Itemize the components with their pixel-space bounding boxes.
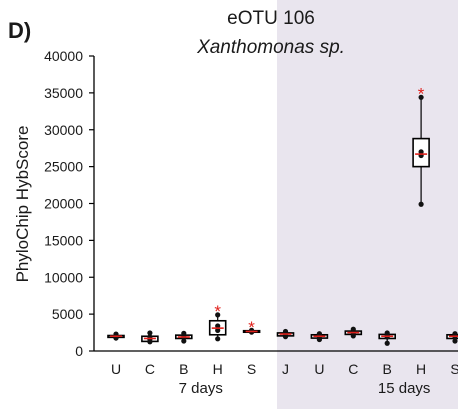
data-point bbox=[452, 338, 457, 343]
y-tick-label: 10000 bbox=[44, 269, 83, 285]
x-tick-label: B bbox=[383, 361, 392, 377]
y-axis-label: PhyloChip HybScore bbox=[13, 126, 32, 283]
data-point bbox=[385, 341, 390, 346]
group-label: 15 days bbox=[378, 380, 431, 397]
x-tick-label: U bbox=[314, 361, 324, 377]
y-tick-label: 20000 bbox=[44, 196, 83, 212]
group-label: 7 days bbox=[179, 380, 223, 397]
chart-title: eOTU 106 bbox=[227, 8, 315, 29]
x-tick-label: C bbox=[145, 361, 155, 377]
significance-star: * bbox=[248, 318, 255, 337]
box-7-days-C bbox=[142, 330, 158, 344]
significance-star: * bbox=[418, 85, 425, 104]
15-days-shaded-region bbox=[277, 0, 458, 409]
panel-label: D) bbox=[8, 18, 31, 43]
box-7-days-U bbox=[108, 331, 124, 340]
x-tick-label: B bbox=[179, 361, 188, 377]
box-7-days-H: * bbox=[210, 302, 226, 341]
data-point bbox=[181, 331, 186, 336]
data-point bbox=[385, 330, 390, 335]
chart-subtitle: Xanthomonas sp. bbox=[196, 37, 345, 58]
x-tick-label: U bbox=[111, 361, 121, 377]
x-tick-label: J bbox=[282, 361, 289, 377]
y-tick-label: 5000 bbox=[52, 306, 83, 322]
x-tick-label: H bbox=[416, 361, 426, 377]
significance-star: * bbox=[214, 302, 221, 321]
y-tick-label: 35000 bbox=[44, 85, 83, 101]
y-tick-label: 40000 bbox=[44, 48, 83, 64]
x-tick-label: S bbox=[450, 361, 458, 377]
x-tick-label: H bbox=[213, 361, 223, 377]
y-tick-label: 0 bbox=[75, 343, 83, 359]
y-tick-label: 30000 bbox=[44, 122, 83, 138]
data-point bbox=[351, 327, 356, 332]
y-tick-label: 15000 bbox=[44, 232, 83, 248]
data-point bbox=[419, 202, 424, 207]
y-tick-label: 25000 bbox=[44, 159, 83, 175]
y-axis: 0 5000 10000 15000 20000 25000 30000 35000 40000 bbox=[44, 48, 94, 359]
box-7-days-S: * bbox=[244, 318, 260, 337]
data-point bbox=[147, 330, 152, 335]
x-tick-label: S bbox=[247, 361, 256, 377]
box-7-days-B bbox=[176, 331, 192, 344]
x-tick-label: C bbox=[348, 361, 358, 377]
data-point bbox=[215, 336, 220, 341]
